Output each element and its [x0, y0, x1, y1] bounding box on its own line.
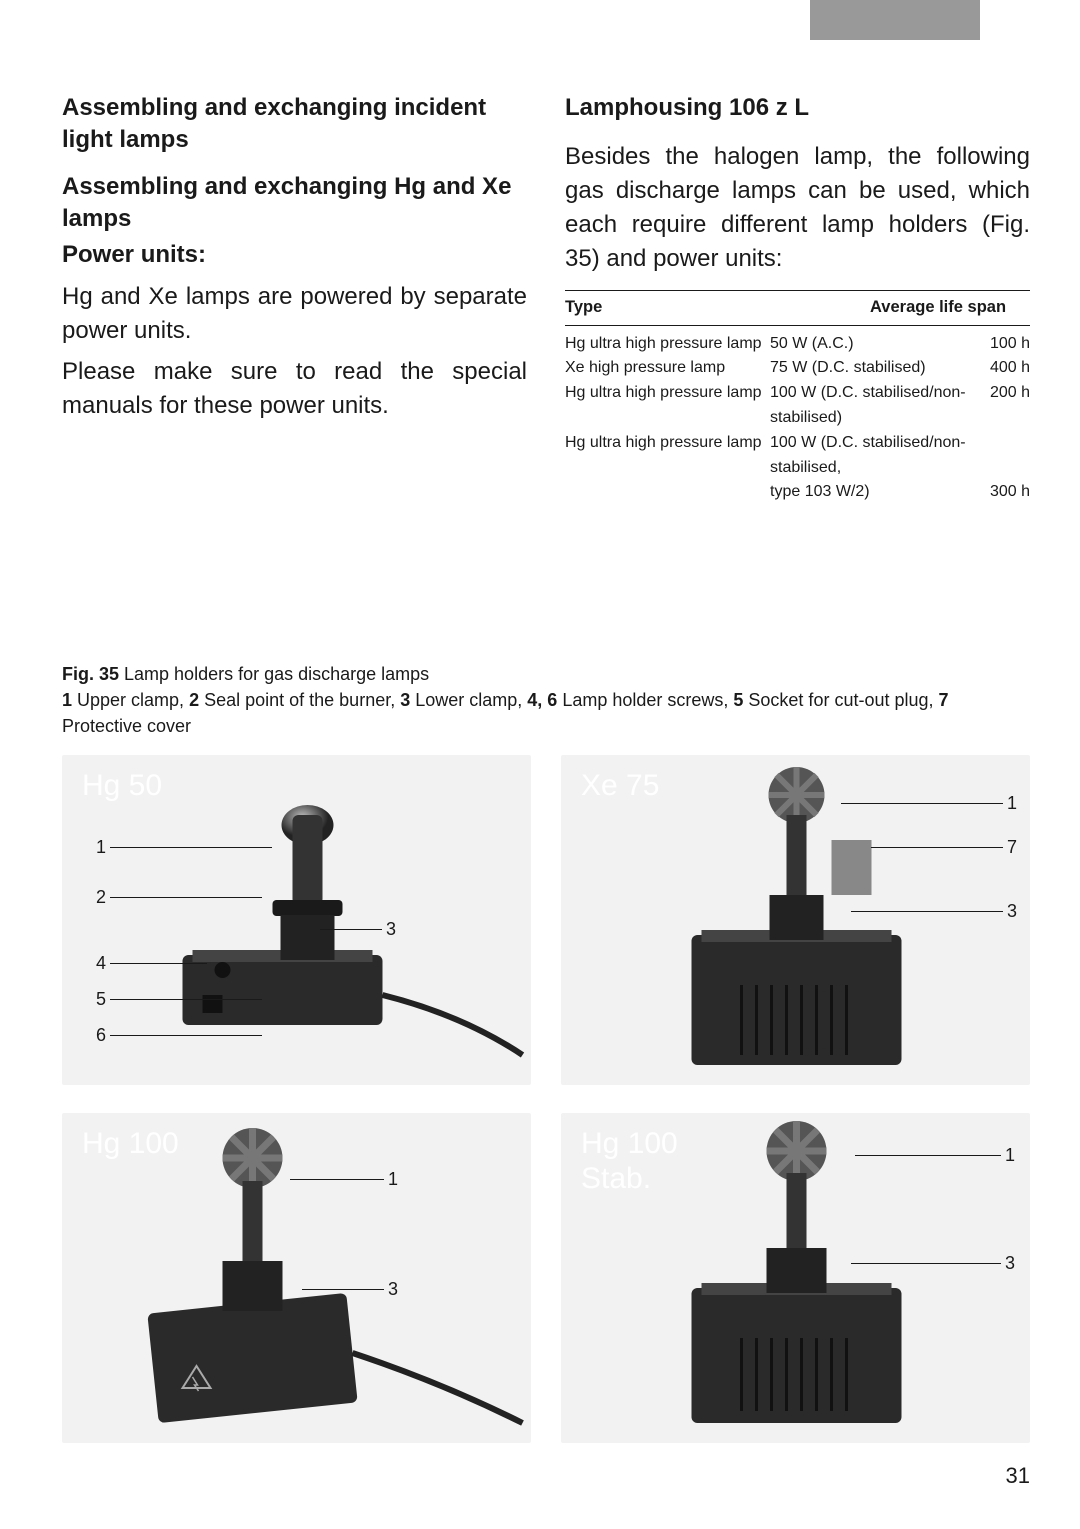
callout-number: 3 [386, 919, 396, 940]
table-header-span: Average life span [870, 295, 1030, 321]
legend-text: Protective cover [62, 716, 191, 736]
callout-number: 1 [1007, 793, 1017, 814]
caption-title-bold: Fig. 35 [62, 664, 119, 684]
lamp-holder-illustration [561, 755, 1030, 1085]
callout-line [110, 999, 262, 1000]
figure-xe75: Xe 75 1 7 3 [561, 755, 1030, 1085]
table-row: Hg ultra high pressure lamp50 W (A.C.)10… [565, 332, 1030, 357]
header-tab [810, 0, 980, 40]
legend-number: 2 [189, 690, 199, 710]
figure-caption: Fig. 35 Lamp holders for gas discharge l… [62, 661, 1030, 739]
paragraph: Hg and Xe lamps are powered by separate … [62, 280, 527, 348]
table-cell: Hg ultra high pressure lamp [565, 431, 770, 481]
table-cell: 100 h [970, 332, 1030, 357]
figure-label: Xe 75 [581, 769, 659, 804]
table-cell: 75 W (D.C. stabilised) [770, 356, 970, 381]
callout-number: 6 [96, 1025, 106, 1046]
page-number: 31 [1006, 1463, 1030, 1489]
legend-number: 1 [62, 690, 72, 710]
figure-label: Hg 100 [82, 1127, 179, 1162]
table-row: Hg ultra high pressure lamp100 W (D.C. s… [565, 381, 1030, 431]
table-row: Hg ultra high pressure lamp100 W (D.C. s… [565, 431, 1030, 481]
callout-number: 3 [1005, 1253, 1015, 1274]
table-header-row: Type Average life span [565, 295, 1030, 326]
figure-label: Hg 50 [82, 769, 162, 804]
callout-line [320, 929, 382, 930]
callout-line [841, 803, 1003, 804]
callout-number: 1 [388, 1169, 398, 1190]
heading-1: Lamphousing 106 z L [565, 92, 1030, 124]
callout-number: 5 [96, 989, 106, 1010]
figure-hg100: Hg 100 1 3 [62, 1113, 531, 1443]
heading-3: Power units: [62, 239, 527, 271]
figure-grid: Hg 50 1 2 3 4 5 6 Xe 75 [62, 755, 1030, 1443]
callout-line [851, 1263, 1001, 1264]
table-row: Xe high pressure lamp75 W (D.C. stabilis… [565, 356, 1030, 381]
caption-title-rest: Lamp holders for gas discharge lamps [119, 664, 429, 684]
table-cell: 50 W (A.C.) [770, 332, 970, 357]
table-header-type: Type [565, 295, 870, 321]
table-row-continuation: type 103 W/2) 300 h [565, 480, 1030, 505]
callout-number: 3 [388, 1279, 398, 1300]
table-cell [970, 431, 1030, 481]
legend-text: Seal point of the burner, [199, 690, 400, 710]
paragraph: Besides the halogen lamp, the following … [565, 140, 1030, 276]
callout-line [110, 1035, 262, 1036]
callout-line [110, 897, 262, 898]
callout-line [110, 847, 272, 848]
table-cell: Hg ultra high pressure lamp [565, 381, 770, 431]
lamp-table: Type Average life span Hg ultra high pre… [565, 290, 1030, 505]
right-column: Lamphousing 106 z L Besides the halogen … [565, 92, 1030, 505]
lamp-holder-illustration [62, 1113, 531, 1443]
caption-legend: 1 Upper clamp, 2 Seal point of the burne… [62, 687, 1030, 739]
callout-line [855, 1155, 1001, 1156]
legend-number: 5 [733, 690, 743, 710]
callout-line [110, 963, 207, 964]
table-cell: 200 h [970, 381, 1030, 431]
left-column: Assembling and exchanging incident light… [62, 92, 527, 505]
figure-label: Hg 100 Stab. [581, 1127, 678, 1196]
callout-number: 2 [96, 887, 106, 908]
heading-2: Assembling and exchanging Hg and Xe lamp… [62, 171, 527, 234]
legend-number: 4, 6 [527, 690, 557, 710]
paragraph: Please make sure to read the special man… [62, 355, 527, 423]
figure-hg50: Hg 50 1 2 3 4 5 6 [62, 755, 531, 1085]
legend-text: Lower clamp, [410, 690, 527, 710]
text-columns: Assembling and exchanging incident light… [62, 92, 1030, 505]
callout-number: 4 [96, 953, 106, 974]
callout-number: 1 [96, 837, 106, 858]
legend-text: Socket for cut-out plug, [743, 690, 938, 710]
legend-text: Upper clamp, [72, 690, 189, 710]
table-cell: Hg ultra high pressure lamp [565, 332, 770, 357]
table-cell: type 103 W/2) [770, 480, 970, 505]
callout-line [290, 1179, 384, 1180]
callout-line [851, 911, 1003, 912]
callout-number: 3 [1007, 901, 1017, 922]
figure-hg100-stab: Hg 100 Stab. 1 3 [561, 1113, 1030, 1443]
callout-line [302, 1289, 384, 1290]
table-cell: 400 h [970, 356, 1030, 381]
callout-number: 7 [1007, 837, 1017, 858]
legend-number: 3 [400, 690, 410, 710]
table-cell: Xe high pressure lamp [565, 356, 770, 381]
legend-number: 7 [939, 690, 949, 710]
table-cell: 300 h [970, 480, 1030, 505]
callout-line [871, 847, 1003, 848]
heading-1: Assembling and exchanging incident light… [62, 92, 527, 155]
callout-number: 1 [1005, 1145, 1015, 1166]
table-cell: 100 W (D.C. stabilised/non-stabilised) [770, 381, 970, 431]
table-cell: 100 W (D.C. stabilised/non-stabilised, [770, 431, 970, 481]
legend-text: Lamp holder screws, [557, 690, 733, 710]
